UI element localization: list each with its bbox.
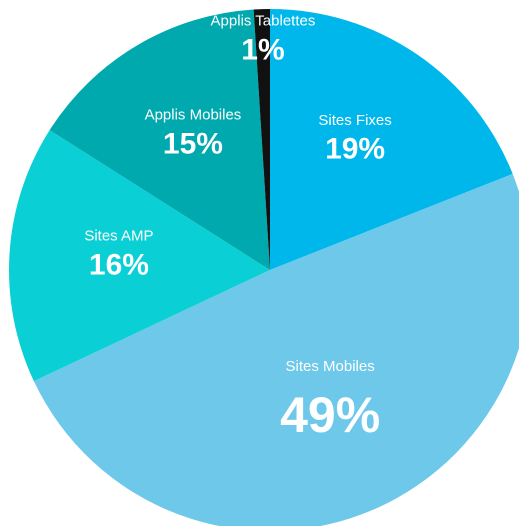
slice-value: 1% bbox=[241, 34, 284, 67]
slice-value: 16% bbox=[89, 248, 149, 281]
slice-name: Sites AMP bbox=[84, 227, 153, 244]
pie-slice bbox=[270, 9, 513, 270]
pie-slice bbox=[33, 173, 519, 526]
slice-name: Sites Mobiles bbox=[286, 358, 375, 375]
slice-value: 49% bbox=[280, 387, 380, 443]
slice-name: Sites Fixes bbox=[318, 112, 391, 129]
pie-slice bbox=[253, 9, 270, 270]
slice-name: Applis Mobiles bbox=[145, 107, 242, 124]
pie-slice bbox=[9, 130, 270, 382]
pie-slice bbox=[49, 9, 270, 271]
slice-value: 15% bbox=[163, 128, 223, 161]
slice-value: 19% bbox=[325, 133, 385, 166]
slice-name: Applis Tablettes bbox=[211, 13, 316, 30]
